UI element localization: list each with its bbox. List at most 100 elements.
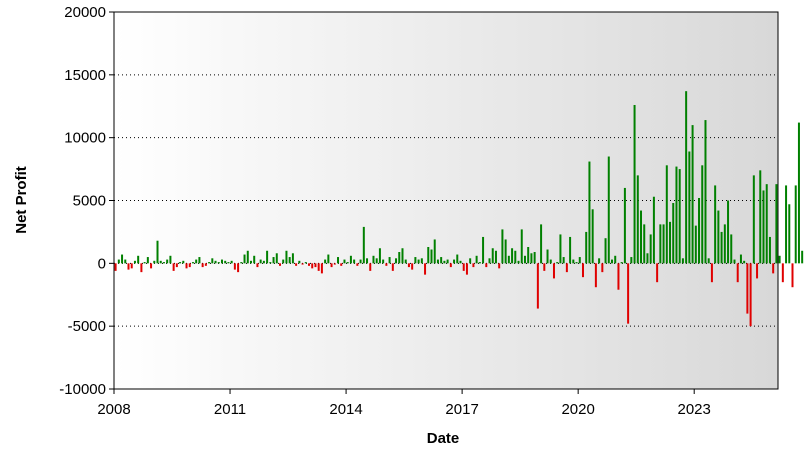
y-tick-label: 10000	[64, 130, 106, 147]
loss-bar	[330, 263, 333, 268]
loss-bar	[462, 263, 465, 271]
loss-bar	[411, 263, 414, 270]
profit-bar	[427, 247, 430, 264]
loss-bar	[172, 263, 175, 271]
profit-bar	[401, 248, 404, 264]
profit-bar	[156, 240, 159, 264]
profit-bar	[797, 122, 800, 264]
x-tick-label: 2008	[97, 401, 130, 418]
profit-bar	[446, 259, 449, 264]
profit-bars	[114, 91, 804, 327]
profit-bar	[762, 190, 765, 264]
profit-bar	[681, 258, 684, 264]
profit-bar	[143, 262, 146, 264]
profit-bar	[133, 260, 136, 264]
profit-bar	[388, 257, 391, 264]
x-axis-title: Date	[427, 430, 460, 447]
profit-bar	[752, 175, 755, 264]
profit-bar	[191, 262, 194, 264]
profit-bar	[195, 259, 198, 264]
profit-bar	[282, 259, 285, 264]
profit-bar	[153, 260, 156, 264]
x-tick-label: 2020	[561, 401, 594, 418]
profit-bar	[253, 255, 256, 264]
loss-bar	[369, 263, 372, 271]
profit-bar	[604, 238, 607, 264]
loss-bar	[449, 263, 452, 268]
y-tick-label: 20000	[64, 4, 106, 21]
profit-bar	[249, 260, 252, 264]
profit-bar	[685, 91, 688, 264]
loss-bar	[333, 263, 336, 265]
loss-bar	[498, 263, 501, 269]
profit-bar	[469, 258, 472, 264]
profit-bar	[556, 262, 559, 264]
profit-bar	[275, 253, 278, 264]
profit-bar	[504, 239, 507, 264]
profit-bar	[733, 259, 736, 264]
profit-bar	[549, 259, 552, 264]
loss-bar	[485, 263, 488, 268]
profit-bar	[794, 185, 797, 264]
loss-bar	[114, 263, 117, 271]
loss-bar	[130, 263, 133, 269]
profit-bar	[669, 221, 672, 264]
profit-bar	[169, 255, 172, 264]
profit-bar	[214, 260, 217, 264]
y-axis: -10000 -5000 0 5000 10000 15000 20000	[59, 4, 114, 398]
profit-bar	[478, 262, 481, 264]
profit-bar	[266, 250, 269, 264]
loss-bar	[772, 263, 775, 274]
x-axis: 2008 2011 2014 2017 2020 2023	[97, 389, 711, 418]
profit-bar	[262, 260, 265, 264]
profit-bar	[530, 253, 533, 264]
profit-bar	[359, 259, 362, 264]
profit-bar	[717, 210, 720, 264]
loss-bar	[127, 263, 130, 270]
profit-bar	[324, 259, 327, 264]
loss-bar	[279, 263, 281, 266]
profit-bar	[659, 224, 662, 264]
profit-bar	[417, 259, 420, 264]
profit-bar	[269, 262, 272, 264]
y-tick-label: 5000	[73, 193, 106, 210]
profit-bar	[527, 247, 530, 264]
profit-bar	[230, 260, 233, 264]
profit-bar	[598, 258, 601, 264]
profit-bar	[220, 259, 223, 264]
profit-bar	[440, 257, 443, 264]
profit-bar	[562, 257, 565, 264]
profit-bar	[353, 259, 356, 264]
profit-bar	[362, 226, 365, 264]
profit-bar	[633, 104, 636, 264]
profit-bar	[430, 249, 433, 264]
loss-bar	[185, 263, 188, 269]
profit-bar	[640, 210, 643, 264]
profit-bar	[701, 165, 704, 264]
profit-bar	[546, 249, 549, 264]
loss-bar	[314, 263, 317, 268]
profit-bar	[778, 255, 781, 264]
profit-bar	[514, 250, 517, 264]
profit-bar	[591, 209, 594, 264]
profit-bar	[137, 255, 140, 264]
profit-bar	[630, 257, 633, 264]
profit-bar	[366, 258, 369, 264]
loss-bar	[385, 263, 388, 266]
loss-bar	[317, 263, 320, 271]
y-tick-label: -5000	[68, 318, 106, 335]
loss-bar	[150, 263, 153, 269]
profit-bar	[520, 229, 523, 264]
profit-bar	[611, 259, 613, 264]
loss-bar	[601, 263, 604, 273]
profit-bar	[327, 254, 330, 264]
loss-bar	[237, 263, 240, 273]
profit-bar	[246, 250, 249, 264]
profit-bar	[575, 262, 578, 264]
profit-bar	[643, 224, 646, 264]
profit-bar	[182, 260, 185, 264]
profit-bar	[217, 262, 220, 264]
profit-bar	[404, 259, 407, 264]
loss-bar	[340, 263, 343, 266]
loss-bar	[656, 263, 659, 283]
